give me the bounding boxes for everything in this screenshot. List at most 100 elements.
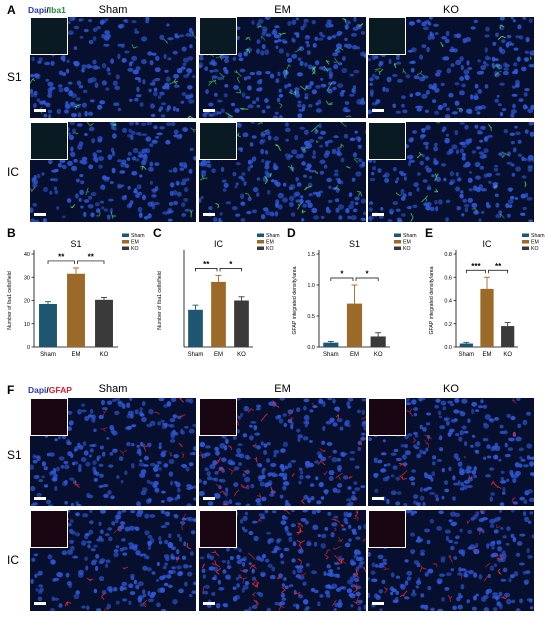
chart-title: IC [214,239,224,249]
x-tick-label: EM [72,352,81,358]
micrograph-texture [30,510,196,611]
y-axis-label: GFAP integrated density/area [429,266,435,334]
y-tick-label: 1.5 [307,252,315,258]
stain-separator: / [46,5,49,15]
significance-mark: ** [58,252,65,261]
significance-mark: *** [471,262,481,271]
y-tick-label: 0.0 [444,345,452,351]
significance-bracket [195,268,218,272]
scale-bar [372,109,384,112]
micrograph-gfap-ic-ko [368,510,534,611]
significance-mark: ** [88,252,95,261]
x-tick-label: Sham [458,352,474,358]
scale-bar [34,602,46,605]
x-tick-label: Sham [188,352,204,358]
chart-d: S1 GFAP integrated density/area 0.0 0.5 1.0 1… [292,233,417,358]
legend-label: EM [403,240,411,246]
significance-bracket [488,269,509,274]
micrograph-iba1-s1-em [199,17,366,118]
panel-letter-a: A [7,3,16,17]
x-tick-label: EM [483,352,492,358]
legend-label: KO [131,246,139,252]
y-tick-label: 0 [27,345,30,351]
micrograph-iba1-ic-ko [368,122,534,222]
y-tick-label: 10 [24,322,30,328]
chart-b: S1 Number of Iba1 cells/field 0 10 20 30 40 Sha… [7,233,145,358]
bar-ko [95,299,113,347]
scale-bar [203,602,215,605]
legend-label: EM [531,240,539,246]
legend-label: EM [266,240,274,246]
bar-em [211,281,226,347]
legend-swatch [394,233,401,237]
x-tick-label: KO [374,352,383,358]
x-tick-label: EM [350,352,359,358]
x-tick-label: KO [503,352,512,358]
column-head-sham: Sham [98,4,128,16]
panel-letter-f: F [7,383,15,397]
significance-bracket [355,277,379,281]
column-head-ko: KO [443,4,459,16]
inset-zoom [30,398,68,436]
panel-letter-d: D [287,226,296,240]
legend-swatch [257,233,264,237]
column-head-em: EM [274,4,291,16]
x-tick-label: Sham [40,352,56,358]
legend-swatch [122,233,129,237]
micrograph-gfap-ic-sham [30,510,196,611]
legend-label: KO [403,246,411,252]
legend-swatch [522,246,529,250]
micrograph-gfap-s1-sham [30,398,196,506]
micrograph-gfap-ic-em [199,510,366,611]
legend-swatch [122,246,129,250]
significance-mark: * [366,270,370,279]
inset-zoom [30,17,68,55]
stain-gfap: GFAP [48,385,72,395]
y-tick-label: 20 [24,299,30,305]
row-label-s1: S1 [7,70,22,84]
legend-swatch [257,246,264,250]
row-label-ic: IC [7,553,19,567]
micrograph-iba1-ic-sham [30,122,196,222]
y-axis-label: Number of Iba1 cells/field [157,271,163,330]
significance-mark: * [229,260,233,269]
bar-em [67,273,85,347]
bar-ko [234,300,249,347]
y-tick-label: 1.0 [307,283,315,289]
legend-label: Sham [403,233,417,239]
micrograph-iba1-s1-ko [368,17,534,118]
significance-mark: ** [495,262,502,271]
column-head-sham: Sham [98,383,128,395]
scale-bar [203,213,215,216]
row-label-ic: IC [7,165,19,179]
y-tick-label: 0.4 [444,299,452,305]
scale-bar [203,109,215,112]
stain-label-iba1: Dapi/Iba1 [28,5,66,15]
stain-label-gfap: Dapi/GFAP [28,385,72,395]
legend-label: KO [531,246,539,252]
x-tick-label: EM [214,352,223,358]
inset-zoom [368,398,406,436]
significance-bracket [219,268,242,272]
significance-bracket [465,269,486,274]
inset-zoom [199,122,237,160]
scale-bar [203,497,215,500]
column-head-ko: KO [443,383,459,395]
micrograph-iba1-ic-em [199,122,366,222]
chart-title: S1 [70,239,81,249]
bar-ko [370,336,386,347]
legend-swatch [522,233,529,237]
panel-letter-e: E [425,226,434,240]
y-tick-label: 30 [24,275,30,281]
significance-mark: * [340,270,344,279]
y-tick-label: 40 [24,252,30,258]
legend-swatch [394,246,401,250]
panel-letter-b: B [7,226,16,240]
inset-zoom [199,510,237,548]
chart-title: S1 [349,239,360,249]
x-tick-label: KO [237,352,246,358]
scale-bar [34,109,46,112]
x-tick-label: Sham [323,352,339,358]
inset-zoom [199,398,237,436]
